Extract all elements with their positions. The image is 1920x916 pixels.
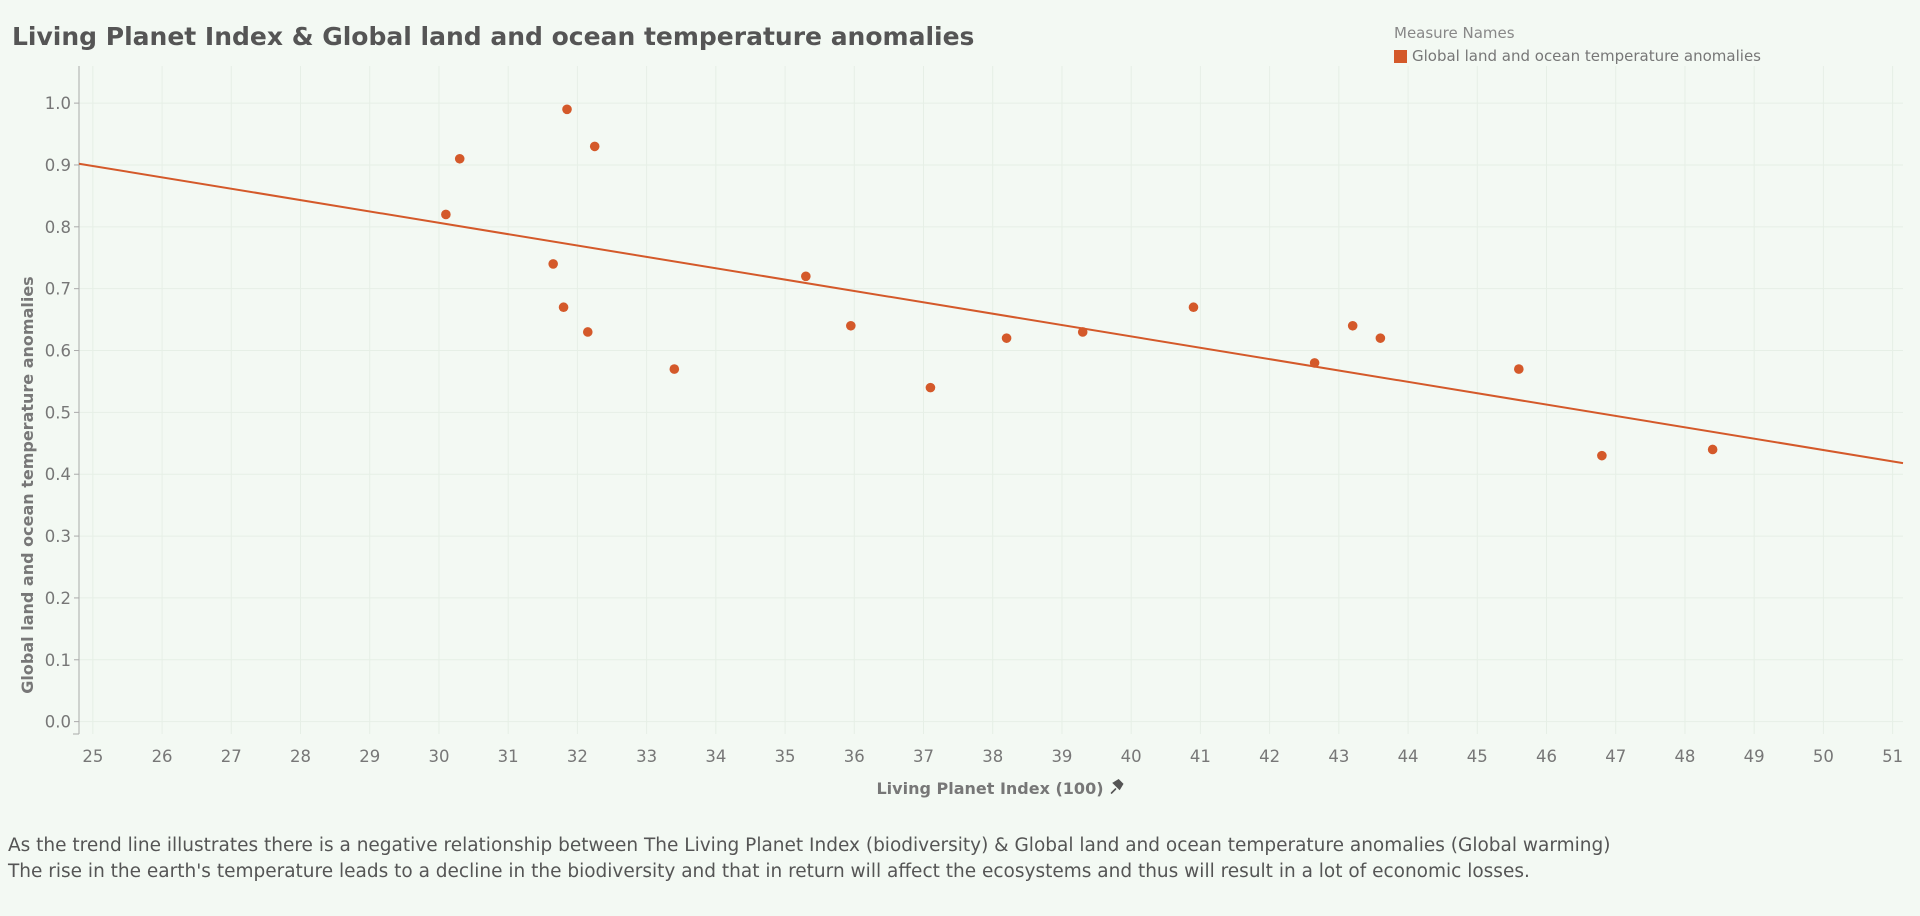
x-tick-label: 50 [1813,747,1834,766]
x-tick-label: 49 [1744,747,1765,766]
legend-swatch [1394,49,1407,63]
y-tick-label: 0.8 [45,218,71,237]
y-tick-label: 0.9 [45,156,71,175]
legend-item-label: Global land and ocean temperature anomal… [1412,47,1761,65]
y-tick-label: 0.6 [45,342,71,361]
data-point [1001,333,1012,343]
y-tick-label: 0.7 [45,280,71,299]
y-tick-label: 0.4 [45,465,71,484]
y-tick-label: 0.3 [45,527,71,546]
x-tick-label: 44 [1398,747,1419,766]
x-tick-label: 38 [982,747,1003,766]
x-tick-label: 47 [1605,747,1626,766]
data-point [669,364,680,374]
y-tick-label: 0.5 [45,403,71,422]
x-tick-label: 34 [705,747,726,766]
legend[interactable]: Measure Names Global land and ocean temp… [1394,24,1761,65]
x-tick-label: 28 [290,747,311,766]
data-point [1077,327,1088,337]
x-tick-label: 42 [1259,747,1280,766]
y-tick-label: 0.0 [45,713,71,732]
chart-title: Living Planet Index & Global land and oc… [12,22,975,51]
data-point [1347,320,1358,331]
data-point [548,259,558,269]
y-tick-label: 0.1 [45,651,71,670]
caption-line-1: As the trend line illustrates there is a… [8,835,1611,856]
data-point [1188,302,1199,313]
data-point [1309,358,1320,368]
legend-title: Measure Names [1394,24,1515,42]
y-tick-label: 0.2 [45,589,71,608]
caption: As the trend line illustrates there is a… [8,833,1610,885]
data-point [582,327,593,337]
data-point [846,320,856,331]
data-point [801,271,811,282]
data-point [1514,364,1524,374]
y-tick-label: 1.0 [45,94,71,113]
x-axis-label: Living Planet Index (100) [876,779,1103,798]
scatter-chart: 0.0 0.1 0.2 0.3 0.4 0.5 0.6 0.7 0.8 0.9 1.0 25 26 27… [18,66,1904,798]
data-point [1707,444,1718,455]
x-tick-label: 41 [1190,747,1211,766]
x-tick-label: 31 [498,747,519,766]
x-tick-label: 51 [1882,747,1903,766]
y-axis-label: Global land and ocean temperature anomal… [18,276,37,693]
caption-line-2: The rise in the earth's temperature lead… [8,861,1530,882]
x-tick-label: 25 [82,747,103,766]
trend-line [78,162,1904,465]
data-point [562,104,572,115]
data-point [454,153,465,164]
y-axis-ticks: 0.0 0.1 0.2 0.3 0.4 0.5 0.6 0.7 0.8 0.9 1.0 [45,94,79,732]
axes [73,66,80,735]
x-tick-label: 30 [428,747,449,766]
x-tick-label: 32 [567,747,588,766]
x-tick-label: 46 [1536,747,1557,766]
x-axis-ticks: 25 26 27 28 29 30 31 32 33 34 35 36 37 38 39 40 41 42 43 44… [82,747,1903,766]
trend-line-group [78,162,1904,465]
x-tick-label: 26 [152,747,173,766]
x-tick-label: 40 [1121,747,1142,766]
x-tick-label: 35 [775,747,796,766]
x-tick-label: 45 [1467,747,1488,766]
pin-icon[interactable] [1110,778,1124,794]
x-tick-label: 33 [636,747,657,766]
data-point [558,302,569,313]
x-tick-label: 48 [1674,747,1695,766]
data-point [441,209,451,220]
data-point [925,382,936,393]
x-tick-label: 39 [1051,747,1072,766]
x-tick-label: 36 [844,747,865,766]
legend-item[interactable]: Global land and ocean temperature anomal… [1394,47,1761,65]
data-point [589,141,600,152]
data-point [1597,450,1607,461]
x-tick-label: 43 [1328,747,1349,766]
x-tick-label: 37 [913,747,934,766]
gridlines [79,66,1903,734]
x-tick-label: 27 [221,747,242,766]
pin-glyph [1110,778,1124,794]
data-point [1375,333,1386,343]
x-tick-label: 29 [359,747,380,766]
data-points [441,104,1718,461]
